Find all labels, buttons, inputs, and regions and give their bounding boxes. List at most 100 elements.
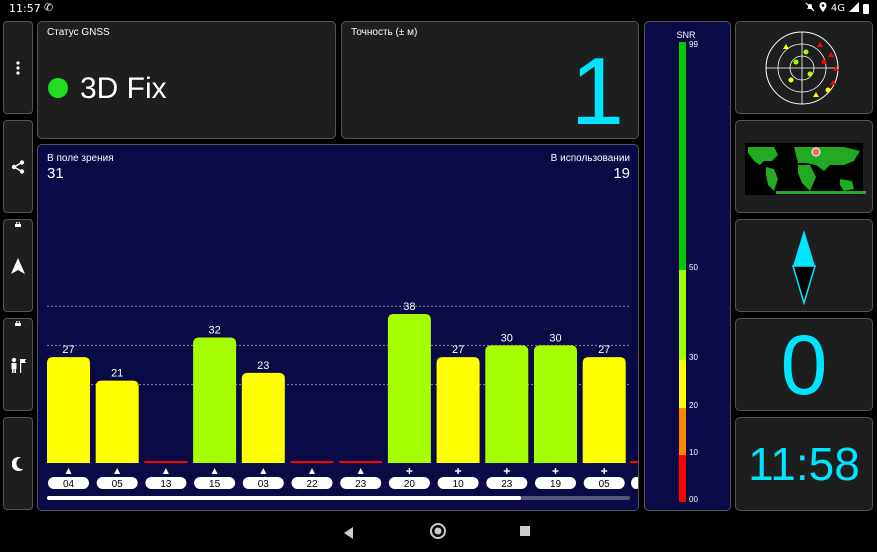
night-mode-button[interactable] bbox=[3, 417, 33, 510]
satellite-id-label: 23 bbox=[355, 479, 367, 490]
snr-scale-segment bbox=[679, 408, 686, 455]
snr-scale-segment bbox=[679, 42, 686, 270]
signal-bar bbox=[534, 345, 577, 463]
speed-value: 0 bbox=[780, 318, 828, 412]
skyplot-icon bbox=[765, 31, 839, 105]
snr-tick-label: 10 bbox=[689, 448, 698, 457]
snr-tick-label: 99 bbox=[689, 40, 698, 49]
constellation-marker bbox=[211, 468, 218, 474]
call-icon: ✆ bbox=[44, 1, 54, 14]
location-icon bbox=[819, 2, 827, 15]
bar-value-label: 32 bbox=[208, 325, 220, 337]
satellite-id-pill bbox=[388, 477, 430, 489]
bar-value-label: 23 bbox=[257, 360, 269, 372]
constellation-marker bbox=[357, 468, 364, 474]
satellite-id-label: 10 bbox=[453, 479, 465, 490]
navigation-button[interactable] bbox=[3, 219, 33, 312]
satellite-id-pill bbox=[583, 477, 625, 489]
satellite-id-pill bbox=[340, 477, 382, 489]
satellite-signal-panel: В поле зрения 31 В использовании 19 27 04… bbox=[37, 144, 639, 511]
satellite-id-pill bbox=[631, 477, 638, 489]
in-use-value: 19 bbox=[613, 165, 630, 182]
more-vert-icon bbox=[16, 60, 20, 75]
constellation-marker bbox=[114, 468, 121, 474]
snr-scale: SNR 99 50 30 20 10 00 bbox=[676, 30, 698, 504]
satellite-id-pill bbox=[486, 477, 528, 489]
constellation-marker bbox=[455, 468, 462, 474]
share-icon bbox=[11, 159, 25, 174]
chart-scrollbar-thumb bbox=[47, 496, 521, 500]
compass-panel[interactable] bbox=[735, 219, 873, 312]
lock-icon bbox=[15, 321, 21, 326]
snr-tick-label: 20 bbox=[689, 401, 698, 410]
person-flag-icon bbox=[11, 357, 27, 373]
signal-bar-chart: 27 04 21 05 13 32 15 23 03 22 23 38 20 27 10 30 23 30 19 27… bbox=[47, 301, 638, 500]
signal-bar bbox=[95, 380, 139, 463]
in-use-label: В использовании bbox=[550, 153, 630, 164]
snr-scale-segment bbox=[679, 270, 686, 360]
back-button[interactable] bbox=[344, 527, 353, 539]
constellation-marker bbox=[552, 468, 559, 474]
constellation-marker bbox=[65, 468, 72, 474]
constellation-marker bbox=[309, 468, 315, 474]
skyplot-panel[interactable] bbox=[735, 21, 873, 114]
signal-bar bbox=[193, 337, 237, 463]
recents-button[interactable] bbox=[520, 526, 530, 536]
person-button[interactable] bbox=[3, 318, 33, 411]
satellite-id-label: 23 bbox=[501, 479, 513, 490]
constellation-marker bbox=[601, 468, 608, 474]
accuracy-panel: Точность (± м) 1 bbox=[341, 21, 639, 145]
signal-bar bbox=[485, 345, 529, 463]
satellite-id-label: 15 bbox=[209, 479, 221, 490]
snr-tick-label: 50 bbox=[689, 263, 698, 272]
system-navigation-bar bbox=[0, 517, 877, 548]
bar-value-label: 27 bbox=[452, 344, 464, 356]
snr-scale-segment bbox=[679, 455, 686, 502]
accuracy-value: 1 bbox=[570, 38, 624, 145]
home-button[interactable] bbox=[430, 523, 446, 539]
constellation-marker bbox=[162, 468, 169, 474]
network-label: 4G bbox=[830, 3, 845, 14]
speed-panel: 0 bbox=[735, 318, 873, 411]
in-view-label: В поле зрения bbox=[47, 153, 114, 164]
bar-value-label: 38 bbox=[403, 301, 415, 313]
satellite-id-label: 20 bbox=[404, 479, 416, 490]
navigation-arrow-icon bbox=[11, 257, 25, 274]
battery-icon bbox=[863, 3, 869, 14]
accuracy-label: Точность (± м) bbox=[351, 27, 418, 38]
signal-bar bbox=[241, 372, 285, 463]
signal-bar bbox=[47, 357, 90, 463]
compass-needle-icon bbox=[791, 230, 817, 306]
signal-bar bbox=[436, 357, 480, 463]
bar-value-label: 30 bbox=[549, 332, 561, 344]
bar-value-label: 27 bbox=[598, 344, 610, 356]
gnss-status-label: Статус GNSS bbox=[47, 27, 110, 38]
satellite-id-pill bbox=[291, 477, 333, 489]
snr-scale-panel: SNR 99 50 30 20 10 00 bbox=[644, 21, 731, 511]
signal-bar bbox=[290, 461, 334, 463]
snr-tick-label: 30 bbox=[689, 353, 698, 362]
moon-icon bbox=[12, 456, 24, 471]
signal-icon bbox=[849, 2, 859, 15]
constellation-marker bbox=[503, 468, 510, 474]
bar-value-label: 27 bbox=[62, 344, 74, 356]
world-map-panel[interactable] bbox=[735, 120, 873, 213]
signal-bar bbox=[387, 314, 431, 463]
in-view-value: 31 bbox=[47, 165, 64, 182]
satellite-id-label: 19 bbox=[550, 479, 562, 490]
satellite-id-label: 05 bbox=[599, 479, 611, 490]
gnss-status-panel: Статус GNSS 3D Fix bbox=[37, 21, 336, 139]
bar-value-label: 21 bbox=[111, 368, 123, 380]
signal-bar bbox=[339, 461, 383, 463]
satellite-id-label: 03 bbox=[258, 479, 270, 490]
satellite-id-pill bbox=[242, 477, 284, 489]
satellite-id-pill bbox=[145, 477, 187, 489]
mute-icon bbox=[805, 2, 815, 15]
snr-scale-segment bbox=[679, 360, 686, 408]
constellation-marker bbox=[260, 468, 267, 474]
menu-button[interactable] bbox=[3, 21, 33, 114]
share-button[interactable] bbox=[3, 120, 33, 213]
satellite-id-pill bbox=[437, 477, 479, 489]
world-map-icon bbox=[745, 143, 866, 195]
snr-tick-label: 00 bbox=[689, 495, 698, 504]
